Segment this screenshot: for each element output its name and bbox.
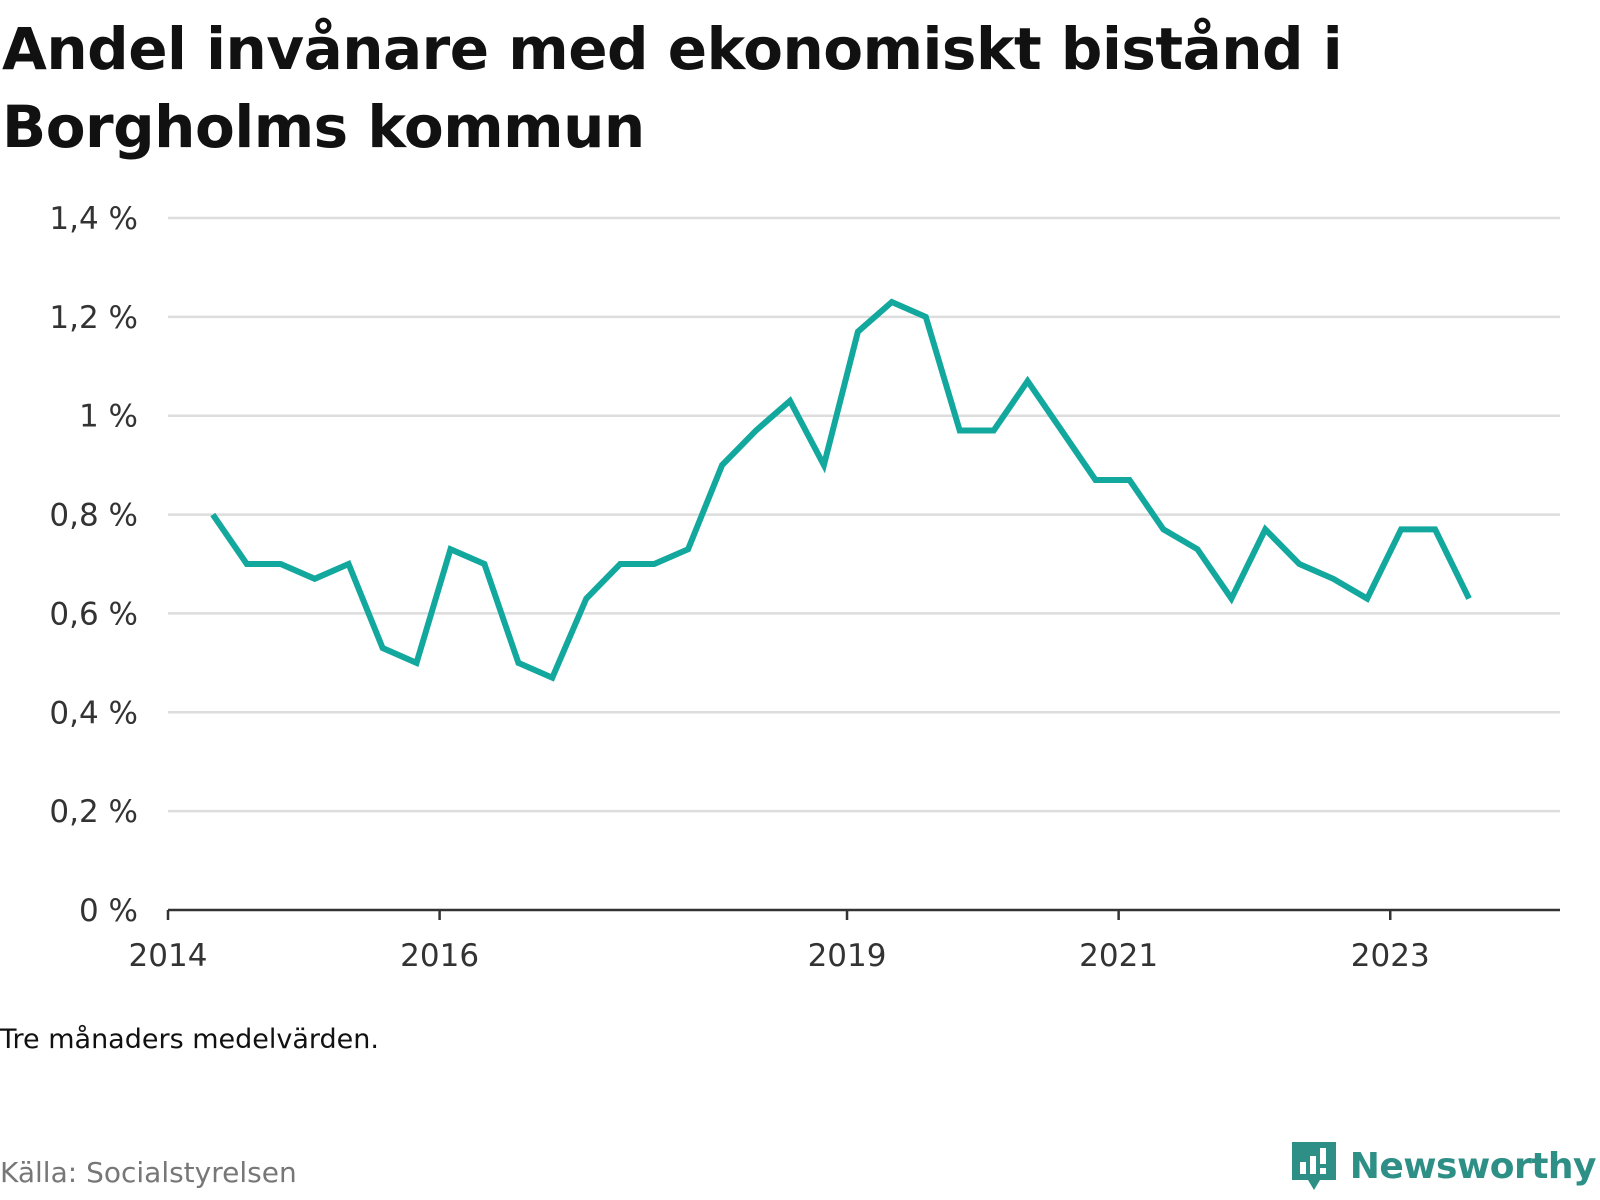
data-point bbox=[891, 302, 892, 303]
line-chart: 0 % 0,2 % 0,4 % 0,6 % 0,8 % 1 % 1,2 % 1,4 % 201… bbox=[49, 201, 1560, 974]
data-point bbox=[1401, 529, 1402, 530]
brand-logo: Newsworthy bbox=[1288, 1138, 1597, 1194]
x-tick-label: 2021 bbox=[1079, 938, 1158, 974]
x-tick-label: 2019 bbox=[808, 938, 887, 974]
data-point bbox=[789, 400, 790, 401]
y-tick-label: 0,2 % bbox=[49, 794, 138, 830]
data-point bbox=[484, 564, 485, 565]
data-point bbox=[586, 598, 587, 599]
data-point bbox=[1265, 529, 1266, 530]
data-point bbox=[1299, 564, 1300, 565]
chart-title: Andel invånare med ekonomiskt bistånd i … bbox=[2, 15, 1343, 161]
data-point bbox=[756, 430, 757, 431]
newsworthy-logo-icon bbox=[1291, 1142, 1336, 1190]
data-point bbox=[348, 564, 349, 565]
data-point bbox=[552, 677, 553, 678]
y-tick-label: 1 % bbox=[79, 399, 138, 435]
data-point bbox=[450, 549, 451, 550]
data-point bbox=[314, 578, 315, 579]
data-point bbox=[925, 316, 926, 317]
gridlines bbox=[168, 216, 1560, 813]
x-tick-label: 2023 bbox=[1351, 938, 1430, 974]
y-tick-label: 0 % bbox=[79, 893, 138, 929]
data-point bbox=[993, 430, 994, 431]
series-line bbox=[210, 298, 1472, 682]
data-point bbox=[1129, 479, 1130, 480]
data-point bbox=[654, 564, 655, 565]
data-point bbox=[722, 465, 723, 466]
data-point bbox=[688, 549, 689, 550]
data-point bbox=[1061, 430, 1062, 431]
x-axis: 2014 2016 2019 2021 2023 bbox=[129, 908, 1560, 974]
y-tick-label: 0,4 % bbox=[49, 695, 138, 731]
data-point bbox=[1095, 479, 1096, 480]
data-point bbox=[1163, 529, 1164, 530]
data-point bbox=[823, 465, 824, 466]
data-point bbox=[212, 514, 213, 515]
x-tick-label: 2016 bbox=[400, 938, 479, 974]
data-point bbox=[1027, 381, 1028, 382]
y-tick-label: 1,2 % bbox=[49, 300, 138, 336]
chart-note: Tre månaders medelvärden. bbox=[0, 1024, 379, 1055]
series-layer bbox=[210, 298, 1472, 682]
data-point bbox=[246, 564, 247, 565]
data-point bbox=[1367, 598, 1368, 599]
data-point bbox=[382, 648, 383, 649]
source-credit: Källa: Socialstyrelsen bbox=[0, 1156, 297, 1189]
data-point bbox=[518, 662, 519, 663]
x-tick-label: 2014 bbox=[129, 938, 208, 974]
data-point bbox=[959, 430, 960, 431]
data-point bbox=[1469, 598, 1470, 599]
data-point bbox=[1435, 529, 1436, 530]
brand-name: Newsworthy bbox=[1349, 1145, 1597, 1187]
data-point bbox=[1231, 598, 1232, 599]
y-tick-label: 0,6 % bbox=[49, 596, 138, 632]
data-point bbox=[1333, 578, 1334, 579]
y-axis: 0 % 0,2 % 0,4 % 0,6 % 0,8 % 1 % 1,2 % 1,4 % bbox=[49, 201, 138, 929]
data-point bbox=[857, 331, 858, 332]
y-tick-label: 0,8 % bbox=[49, 498, 138, 534]
y-tick-label: 1,4 % bbox=[49, 201, 138, 237]
data-point bbox=[620, 564, 621, 565]
data-point bbox=[1197, 549, 1198, 550]
data-point bbox=[416, 662, 417, 663]
data-point bbox=[280, 564, 281, 565]
